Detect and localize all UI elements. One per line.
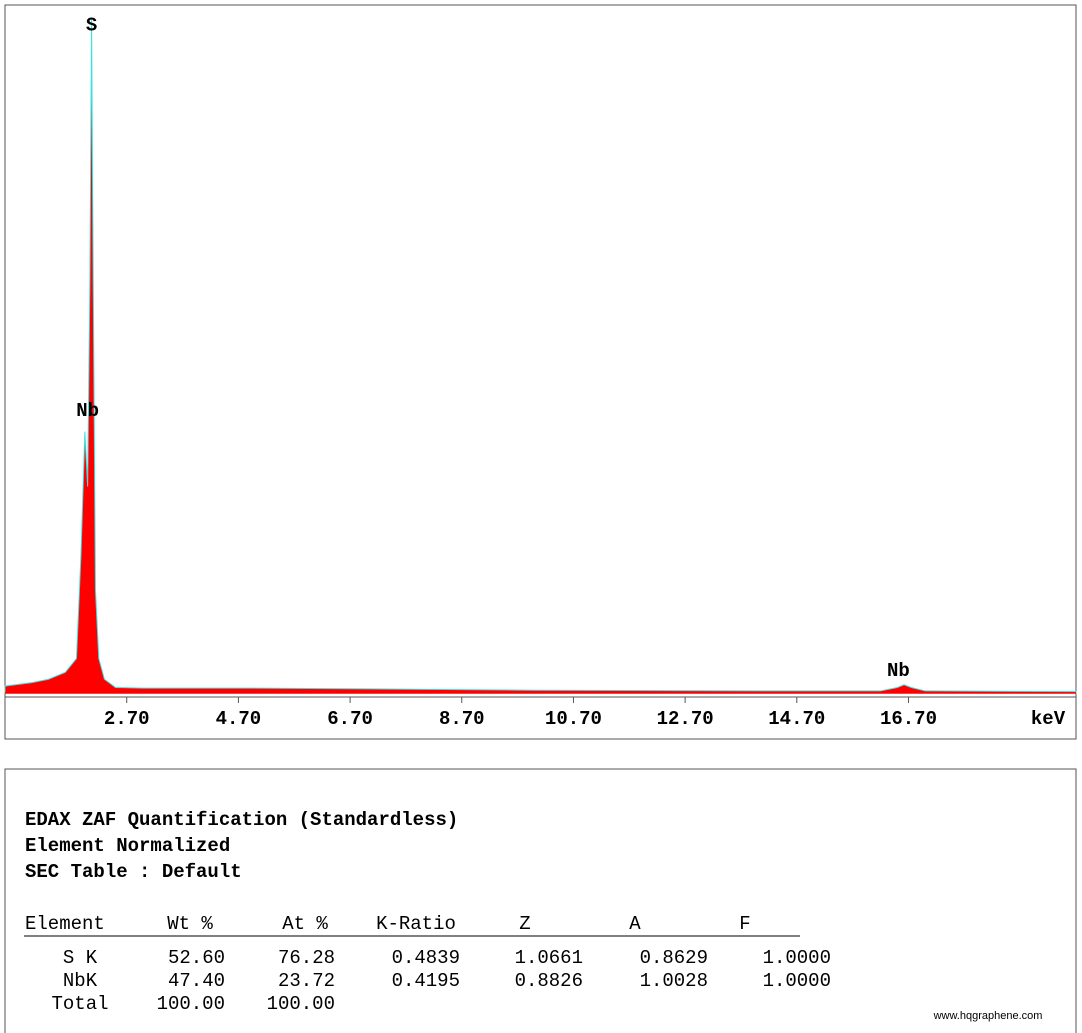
spectrum-area <box>4 18 1077 694</box>
report-frame <box>4 768 1077 1033</box>
table-cell: 1.0000 <box>763 970 831 992</box>
column-header: K-Ratio <box>376 913 456 935</box>
x-tick-label: 4.70 <box>216 708 262 730</box>
table-cell: 0.8629 <box>640 947 708 969</box>
table-cell: 0.4195 <box>392 970 460 992</box>
peak-label: Nb <box>76 400 99 422</box>
table-cell: Total <box>51 993 108 1015</box>
x-tick-label: 12.70 <box>657 708 714 730</box>
chart-frame <box>4 4 1077 740</box>
column-header: At % <box>282 913 328 935</box>
peak-label: Nb <box>887 660 910 682</box>
column-header: Element <box>25 913 105 935</box>
x-axis-label: keV <box>1031 708 1066 730</box>
x-tick-label: 8.70 <box>439 708 485 730</box>
report-line: Element Normalized <box>25 835 230 857</box>
table-cell: 100.00 <box>267 993 335 1015</box>
x-tick-label: 14.70 <box>768 708 825 730</box>
table-cell: 0.8826 <box>515 970 583 992</box>
x-tick-label: 6.70 <box>327 708 373 730</box>
x-tick-label: 16.70 <box>880 708 937 730</box>
table-cell: NbK <box>63 970 98 992</box>
column-header: Wt % <box>167 913 213 935</box>
column-header: F <box>739 913 750 935</box>
table-cell: S K <box>63 947 98 969</box>
x-tick-label: 10.70 <box>545 708 602 730</box>
x-tick-label: 2.70 <box>104 708 150 730</box>
column-header: Z <box>519 913 530 935</box>
peak-label: S <box>86 15 97 37</box>
table-cell: 100.00 <box>157 993 225 1015</box>
table-cell: 76.28 <box>278 947 335 969</box>
table-cell: 1.0661 <box>515 947 583 969</box>
table-cell: 47.40 <box>168 970 225 992</box>
table-cell: 23.72 <box>278 970 335 992</box>
report-line: EDAX ZAF Quantification (Standardless) <box>25 809 458 831</box>
table-cell: 52.60 <box>168 947 225 969</box>
table-cell: 0.4839 <box>392 947 460 969</box>
table-cell: 1.0000 <box>763 947 831 969</box>
quant-table: Element Wt % At % K-Ratio Z A F S K 52.60 76.28 0.… <box>25 913 831 1015</box>
report-line: SEC Table : Default <box>25 861 242 883</box>
column-header: A <box>629 913 641 935</box>
watermark: www.hqgraphene.com <box>933 1010 1043 1022</box>
table-cell: 1.0028 <box>640 970 708 992</box>
